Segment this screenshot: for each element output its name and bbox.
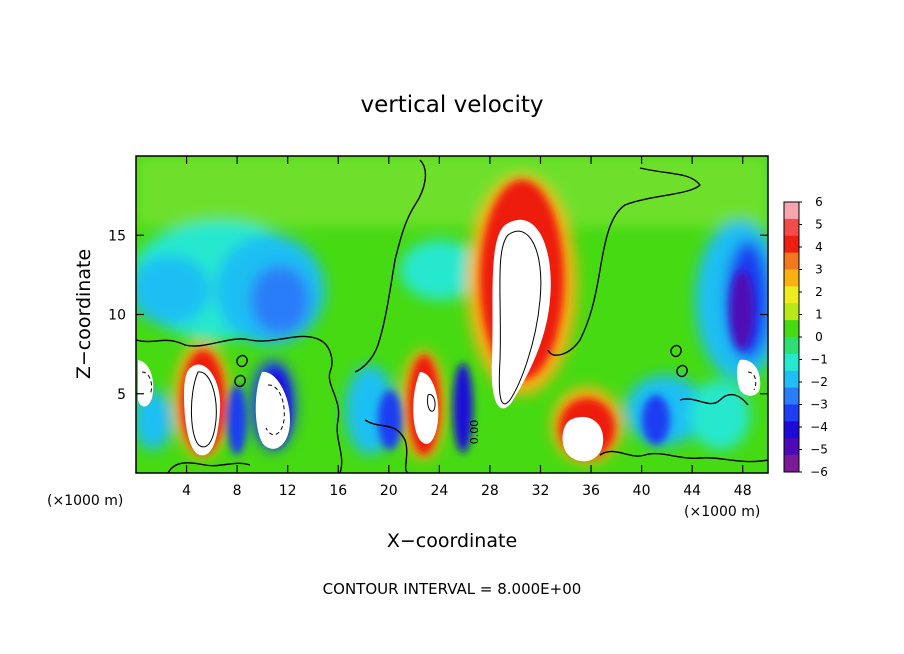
contour-label: 0.00	[468, 420, 481, 445]
colorbar-label: −5	[810, 443, 828, 457]
y-tick-label: 15	[108, 228, 126, 244]
colorbar-swatch	[784, 320, 799, 338]
updraft-peak	[562, 416, 604, 462]
colorbar-swatch	[784, 286, 799, 304]
x-tick-label: 44	[683, 483, 701, 499]
colorbar-label: 2	[815, 285, 823, 299]
colorbar-swatch	[784, 455, 799, 473]
contour-interval-note: CONTOUR INTERVAL = 8.000E+00	[323, 580, 582, 598]
colorbar: 6 5 4 3 2 1 0 −1 −2 −3 −4 −5 −6	[783, 195, 828, 479]
downdraft-core	[642, 395, 670, 445]
y-tick-label: 5	[117, 387, 126, 403]
y-axis-label: Z−coordinate	[73, 249, 95, 379]
x-tick-label: 8	[233, 483, 242, 499]
updraft-peak	[138, 360, 154, 407]
x-axis-ticks: 4 8 12 16 20 24 28 32 36 40 44 48	[182, 156, 752, 499]
downdraft-region	[690, 380, 750, 450]
colorbar-swatch	[784, 337, 799, 355]
downdraft-core	[730, 270, 754, 350]
colorbar-swatch	[784, 387, 799, 405]
updraft-peak	[413, 372, 439, 444]
colorbar-label: 5	[815, 218, 823, 232]
x-tick-label: 28	[481, 483, 499, 499]
colorbar-label: 1	[815, 308, 823, 322]
colorbar-swatch	[784, 303, 799, 321]
downdraft-core	[227, 385, 247, 455]
x-tick-label: 4	[182, 483, 191, 499]
colorbar-swatch	[784, 421, 799, 439]
colorbar-swatch	[784, 404, 799, 422]
colorbar-swatch	[784, 252, 799, 270]
contour-lines	[136, 159, 768, 473]
colorbar-label: 4	[815, 240, 823, 254]
colorbar-label: −3	[810, 398, 828, 412]
x-tick-label: 20	[380, 483, 398, 499]
x-tick-label: 12	[279, 483, 297, 499]
x-tick-label: 48	[734, 483, 752, 499]
x-axis-label: X−coordinate	[387, 530, 517, 552]
x-tick-label: 24	[430, 483, 448, 499]
plot-area: 0.00	[136, 156, 768, 473]
colorbar-label: −4	[810, 420, 828, 434]
x-tick-label: 16	[329, 483, 347, 499]
x-tick-label: 32	[532, 483, 550, 499]
colorbar-swatch	[784, 370, 799, 389]
colorbar-label: −6	[810, 465, 828, 479]
colorbar-swatch	[784, 218, 799, 237]
y-tick-label: 10	[108, 308, 126, 324]
x-tick-label: 36	[582, 483, 600, 499]
colorbar-swatch	[784, 353, 799, 372]
x-tick-label: 40	[633, 483, 651, 499]
colorbar-swatch	[784, 235, 799, 254]
velocity-field	[136, 156, 768, 473]
colorbar-label: −1	[810, 353, 828, 367]
chart-title: vertical velocity	[361, 92, 544, 118]
x-unit-left: (×1000 m)	[47, 493, 123, 509]
downdraft-region	[400, 240, 480, 300]
downdraft-core	[453, 363, 473, 453]
negative-contours	[141, 371, 757, 436]
colorbar-swatch	[784, 202, 799, 220]
downdraft-core	[378, 390, 402, 450]
downdraft-region	[250, 265, 310, 335]
downdraft-region	[136, 255, 210, 325]
updraft-peak	[737, 359, 761, 396]
y-axis-ticks: 5 10 15	[108, 228, 768, 403]
updraft-peak	[491, 219, 551, 409]
colorbar-label: −2	[810, 375, 828, 389]
colorbar-swatch	[784, 438, 799, 456]
x-unit-right: (×1000 m)	[684, 504, 760, 520]
colorbar-label: 6	[815, 195, 823, 209]
colorbar-swatch	[784, 269, 799, 287]
colorbar-label: 3	[815, 263, 823, 277]
colorbar-label: 0	[815, 330, 823, 344]
